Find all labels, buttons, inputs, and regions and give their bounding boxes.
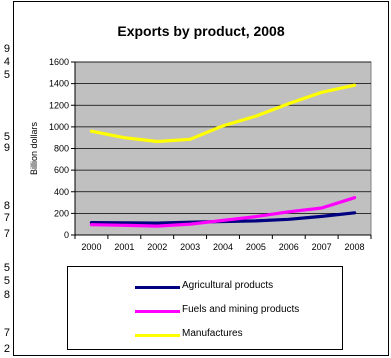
cut-off-digit: 8 bbox=[3, 200, 10, 212]
legend-swatch bbox=[135, 286, 180, 289]
x-tick-label: 2005 bbox=[246, 242, 266, 252]
legend-entry: Fuels and mining products bbox=[68, 301, 342, 321]
cut-off-digit: 4 bbox=[3, 56, 10, 68]
legend-label: Manufactures bbox=[182, 328, 243, 339]
legend-swatch bbox=[135, 310, 180, 313]
legend-swatch bbox=[135, 334, 180, 337]
cut-off-digit: 7 bbox=[3, 228, 10, 240]
cut-off-digit: 2 bbox=[3, 343, 10, 355]
cut-off-digit: 7 bbox=[3, 327, 10, 339]
y-tick-label: 0 bbox=[64, 230, 69, 240]
chart-frame: Exports by product, 2008 0 200 400 600 800 10… bbox=[13, 1, 389, 356]
legend: Agricultural products Fuels and mining pr… bbox=[67, 266, 343, 350]
y-tick-label: 400 bbox=[54, 187, 69, 197]
plot-svg: 0 200 400 600 800 1000 1200 1400 1600 2000 2001 200… bbox=[29, 57, 372, 252]
x-tick-label: 2007 bbox=[312, 242, 332, 252]
legend-entry: Agricultural products bbox=[68, 277, 342, 297]
cut-off-digit: 5 bbox=[3, 275, 10, 287]
cut-off-digit: 7 bbox=[3, 212, 10, 224]
legend-label: Agricultural products bbox=[182, 280, 274, 291]
series-line-fuels-and-mining-products bbox=[89, 196, 357, 228]
x-tick-label: 2002 bbox=[147, 242, 167, 252]
y-tick-label: 1600 bbox=[49, 57, 69, 67]
cut-off-digit: 5 bbox=[3, 69, 10, 81]
y-tick-label: 200 bbox=[54, 208, 69, 218]
y-tick-label: 600 bbox=[54, 165, 69, 175]
x-tick-label: 2000 bbox=[81, 242, 101, 252]
y-tick-label: 1400 bbox=[49, 79, 69, 89]
y-tick-label: 800 bbox=[54, 144, 69, 154]
chart-title: Exports by product, 2008 bbox=[117, 23, 285, 39]
legend-entry: Manufactures bbox=[68, 325, 342, 345]
x-tick-label: 2008 bbox=[345, 242, 365, 252]
x-tick-label: 2001 bbox=[114, 242, 134, 252]
series-line-manufactures bbox=[89, 83, 357, 144]
cut-off-digit: 8 bbox=[3, 289, 10, 301]
cut-off-digit: 5 bbox=[3, 262, 10, 274]
cut-off-digit: 5 bbox=[3, 131, 10, 143]
y-axis-label: Billion dollars bbox=[29, 121, 39, 175]
cut-off-digit: 9 bbox=[3, 43, 10, 55]
cut-off-digit: 9 bbox=[3, 142, 10, 154]
x-tick-label: 2004 bbox=[213, 242, 233, 252]
x-tick-label: 2006 bbox=[279, 242, 299, 252]
legend-label: Fuels and mining products bbox=[182, 304, 300, 315]
y-tick-label: 1000 bbox=[49, 122, 69, 132]
x-tick-label: 2003 bbox=[180, 242, 200, 252]
y-tick-label: 1200 bbox=[49, 100, 69, 110]
